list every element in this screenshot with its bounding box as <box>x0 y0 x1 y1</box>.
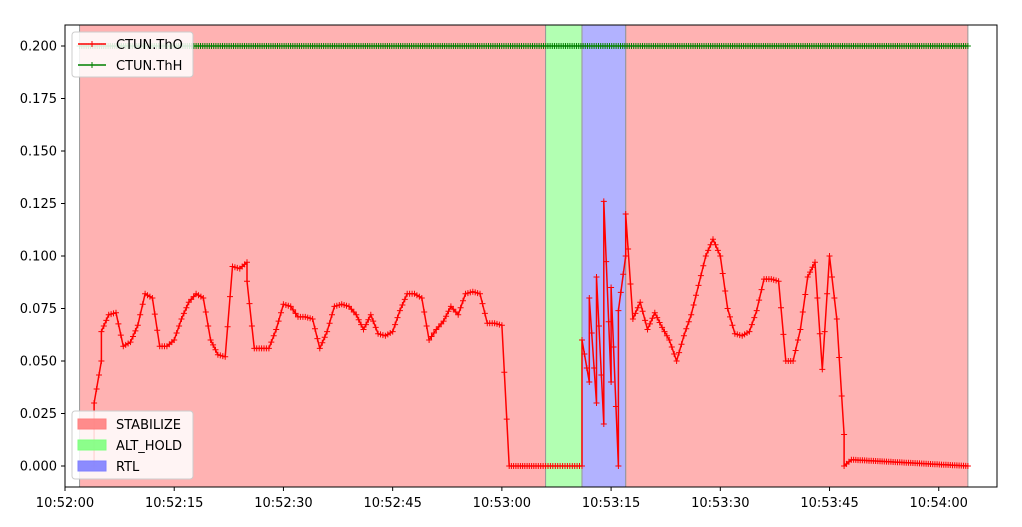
x-axis: 10:52:00 10:52:15 10:52:30 10:52:45 10:53:00… <box>36 487 968 511</box>
y-tick-label: 0.075 <box>20 302 57 317</box>
legend-lines: CTUN.ThO CTUN.ThH <box>71 31 194 78</box>
legend-modes: STABILIZE ALT_HOLD RTL <box>71 410 194 480</box>
x-tick-label: 10:53:00 <box>473 496 531 511</box>
series-line-ctun-tho <box>93 200 968 467</box>
x-tick-label: 10:53:30 <box>691 496 749 511</box>
y-axis: 0.000 0.025 0.050 0.075 0.100 0.125 0.150 0.175… <box>20 40 65 475</box>
x-tick-label: 10:52:45 <box>363 496 421 511</box>
legend-label-ctun-thh: CTUN.ThH <box>116 59 182 74</box>
x-tick-label: 10:53:15 <box>582 496 640 511</box>
legend-mode-label-alt-hold: ALT_HOLD <box>116 439 182 454</box>
legend-mode-swatch-stabilize <box>77 418 107 430</box>
mode-span-alt-hold <box>545 24 583 488</box>
mode-spans <box>79 24 969 488</box>
mode-span-stabilize <box>625 24 969 488</box>
x-tick-label: 10:54:00 <box>910 496 968 511</box>
y-tick-label: 0.000 <box>20 460 57 475</box>
legend-mode-swatch-alt-hold <box>77 439 107 451</box>
legend-mode-swatch-rtl <box>77 460 107 472</box>
x-tick-label: 10:52:30 <box>254 496 312 511</box>
y-tick-label: 0.175 <box>20 92 57 107</box>
legend-line-marker-ctun-tho <box>89 41 95 47</box>
x-tick-label: 10:53:45 <box>800 496 858 511</box>
mode-span-stabilize <box>79 24 547 488</box>
y-tick-label: 0.050 <box>20 355 57 370</box>
legend-label-ctun-tho: CTUN.ThO <box>116 38 183 53</box>
legend-line-marker-ctun-thh <box>89 62 95 68</box>
legend-mode-label-stabilize: STABILIZE <box>116 418 181 433</box>
x-tick-label: 10:52:00 <box>36 496 94 511</box>
y-tick-label: 0.125 <box>20 197 57 212</box>
x-tick-label: 10:52:15 <box>145 496 203 511</box>
legend-mode-label-rtl: RTL <box>116 460 140 475</box>
y-tick-label: 0.200 <box>20 40 57 55</box>
y-tick-label: 0.025 <box>20 407 57 422</box>
y-tick-label: 0.150 <box>20 145 57 160</box>
y-tick-label: 0.100 <box>20 250 57 265</box>
